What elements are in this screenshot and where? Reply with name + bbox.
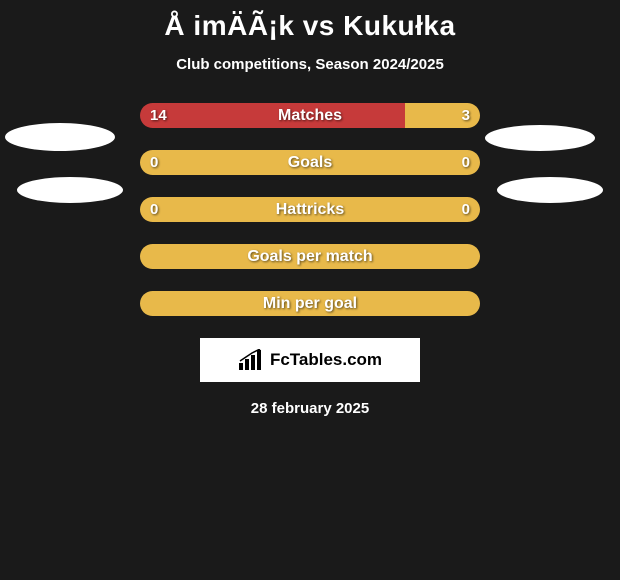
stat-bar: 143Matches — [140, 103, 480, 128]
stat-bar: Goals per match — [140, 244, 480, 269]
decorative-ellipse — [5, 123, 115, 151]
brand-text: FcTables.com — [270, 350, 382, 370]
decorative-ellipse — [497, 177, 603, 203]
stat-bar: 00Hattricks — [140, 197, 480, 222]
stat-bar: Min per goal — [140, 291, 480, 316]
bar-chart-icon — [238, 349, 264, 371]
page-subtitle: Club competitions, Season 2024/2025 — [176, 56, 444, 73]
bar-label: Hattricks — [140, 201, 480, 219]
bar-label: Matches — [140, 107, 480, 125]
root: Å imÄÃ¡k vs Kukułka Club competitions, S… — [0, 0, 620, 417]
stat-bars: 143Matches 00Goals 00Hattricks Goals per ma… — [140, 103, 480, 316]
decorative-ellipse — [485, 125, 595, 151]
decorative-ellipse — [17, 177, 123, 203]
page-title: Å imÄÃ¡k vs Kukułka — [164, 10, 455, 42]
brand-badge: FcTables.com — [200, 338, 420, 382]
stat-bar: 00Goals — [140, 150, 480, 175]
date-label: 28 february 2025 — [251, 400, 369, 417]
bar-label: Goals per match — [140, 248, 480, 266]
bar-label: Goals — [140, 154, 480, 172]
bar-label: Min per goal — [140, 295, 480, 313]
